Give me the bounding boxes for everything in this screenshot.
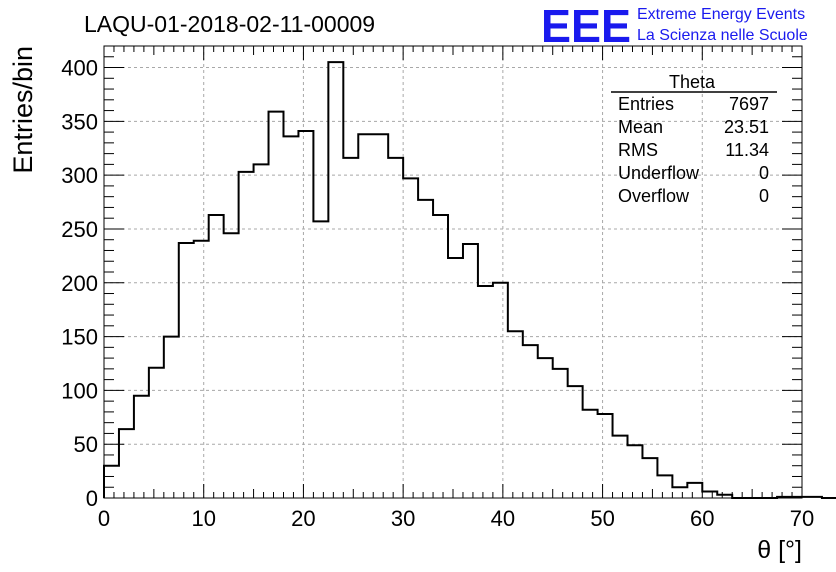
- axis-ticks: [103, 45, 803, 499]
- x-tick-label: 70: [790, 506, 814, 531]
- grid-lines: [104, 46, 802, 498]
- stat-label-underflow: Underflow: [618, 163, 700, 183]
- x-tick-label: 40: [491, 506, 515, 531]
- stat-label-rms: RMS: [618, 140, 658, 160]
- stat-label-entries: Entries: [618, 94, 674, 114]
- stats-box: Theta Entries 7697 Mean 23.51 RMS 11.34 …: [611, 72, 777, 206]
- y-tick-label: 150: [61, 325, 98, 350]
- x-tick-label: 20: [291, 506, 315, 531]
- y-axis-label: Entries/bin: [8, 46, 38, 174]
- stat-value-rms: 11.34: [725, 140, 769, 160]
- y-tick-label: 100: [61, 378, 98, 403]
- stats-box-title: Theta: [669, 72, 716, 92]
- x-axis-label: θ [°]: [757, 536, 802, 564]
- stat-value-entries: 7697: [729, 94, 769, 114]
- eee-logo-line1: Extreme Energy Events: [637, 6, 805, 23]
- stat-value-underflow: 0: [759, 163, 769, 183]
- y-tick-label: 300: [61, 163, 98, 188]
- y-tick-label: 200: [61, 271, 98, 296]
- tick-labels: 0 10 20 30 40 50 60 70 0 50 100 150 200 250 300 350 400: [61, 56, 814, 531]
- histogram-outline: [103, 61, 836, 499]
- y-tick-label: 50: [74, 432, 98, 457]
- eee-logo: EEE Extreme Energy Events La Scienza nel…: [541, 0, 808, 52]
- stat-value-mean: 23.51: [724, 117, 769, 137]
- x-tick-label: 30: [391, 506, 415, 531]
- y-tick-label: 350: [61, 109, 98, 134]
- chart-title: LAQU-01-2018-02-11-00009: [84, 11, 375, 37]
- x-tick-label: 60: [690, 506, 714, 531]
- stat-label-mean: Mean: [618, 117, 663, 137]
- plot-frame: [103, 45, 803, 499]
- stat-label-overflow: Overflow: [618, 186, 690, 206]
- eee-logo-line2: La Scienza nelle Scuole: [637, 27, 808, 44]
- eee-logo-mark: EEE: [541, 0, 631, 52]
- y-tick-label: 400: [61, 56, 98, 81]
- x-tick-label: 10: [191, 506, 215, 531]
- x-tick-label: 50: [590, 506, 614, 531]
- x-tick-label: 0: [98, 506, 110, 531]
- y-tick-label: 0: [86, 486, 98, 511]
- stat-value-overflow: 0: [759, 186, 769, 206]
- y-tick-label: 250: [61, 217, 98, 242]
